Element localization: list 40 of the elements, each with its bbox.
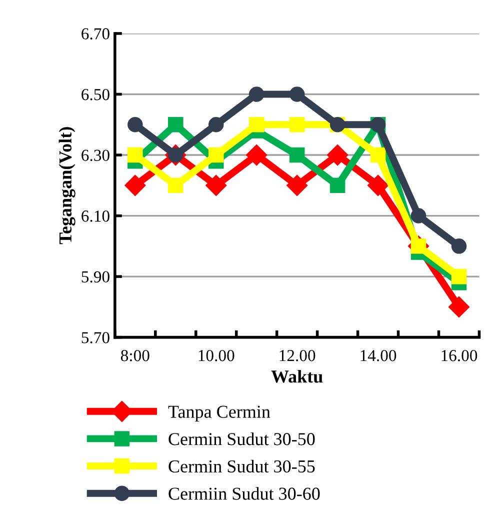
point bbox=[168, 116, 184, 132]
point bbox=[289, 86, 305, 102]
legend-label: Tanpa Cermin bbox=[168, 406, 270, 422]
point bbox=[168, 178, 184, 194]
point bbox=[206, 174, 227, 196]
y-tick-label: 6.70 bbox=[82, 28, 110, 40]
x-tick-label: 12.00 bbox=[280, 350, 316, 362]
point bbox=[128, 147, 143, 163]
point bbox=[286, 174, 308, 196]
point bbox=[330, 178, 346, 194]
point bbox=[370, 147, 386, 163]
point bbox=[248, 86, 264, 102]
x-axis-title: Waktu bbox=[271, 370, 323, 383]
point bbox=[289, 147, 305, 163]
legend-label: Cermin Sudut 30-55 bbox=[168, 460, 315, 473]
point bbox=[124, 174, 146, 196]
point bbox=[448, 296, 470, 318]
x-tick-label: 8:00 bbox=[120, 350, 150, 362]
point bbox=[246, 144, 268, 166]
point bbox=[410, 208, 426, 224]
x-tick-label: 16.00 bbox=[442, 350, 478, 362]
point bbox=[451, 238, 467, 254]
legend-label: Cermin Sudut 30-50 bbox=[168, 432, 315, 446]
point bbox=[327, 144, 348, 166]
x-tick-label: 10.00 bbox=[198, 350, 234, 362]
y-tick-label: 6.10 bbox=[82, 210, 110, 222]
point bbox=[289, 116, 305, 132]
point bbox=[128, 116, 143, 132]
y-tick-label: 5.70 bbox=[82, 332, 110, 344]
y-axis-title: Tegangan(Volt) bbox=[58, 127, 76, 244]
y-tick-label: 6.50 bbox=[82, 88, 110, 100]
legend-label: Cermiin Sudut 30-60 bbox=[168, 487, 320, 500]
x-tick-label: 14.00 bbox=[360, 350, 396, 362]
point bbox=[248, 116, 264, 132]
point bbox=[208, 116, 224, 132]
point bbox=[208, 147, 224, 163]
point bbox=[368, 174, 389, 196]
point bbox=[451, 268, 467, 284]
y-tick-label: 6.30 bbox=[82, 150, 110, 162]
y-tick-label: 5.90 bbox=[82, 271, 110, 283]
